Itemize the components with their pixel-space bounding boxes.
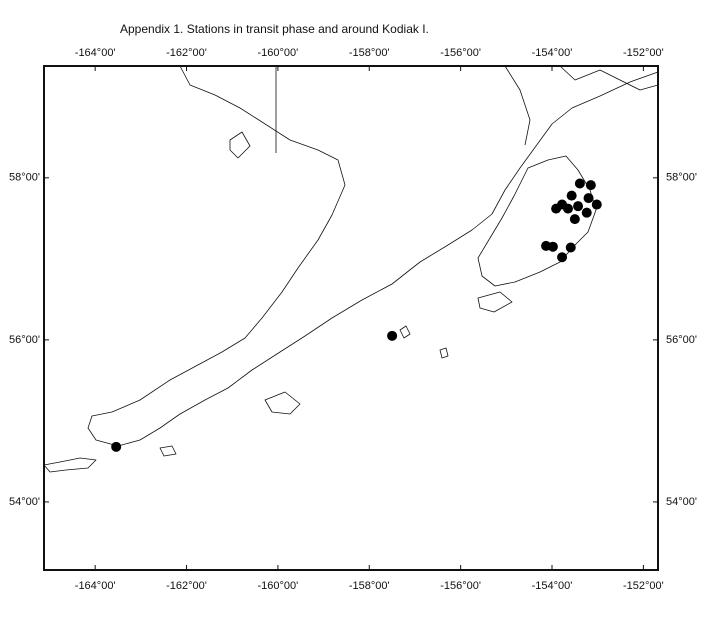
y-tick-label-right: 56°00' (666, 334, 697, 346)
x-tick-label-top: -152°00' (623, 47, 664, 59)
x-tick-label-top: -162°00' (166, 47, 207, 59)
y-tick-label-right: 54°00' (666, 496, 697, 508)
y-tick-label-right: 58°00' (666, 172, 697, 184)
station (591, 199, 602, 210)
station (557, 252, 568, 263)
station (583, 193, 594, 204)
station (566, 190, 577, 201)
x-tick-label-bottom: -158°00' (349, 580, 390, 592)
x-tick-label-top: -158°00' (349, 47, 390, 59)
y-tick-label-left: 54°00' (9, 496, 40, 508)
x-tick-label-top: -156°00' (440, 47, 481, 59)
station (111, 441, 122, 452)
station (387, 330, 398, 341)
station (581, 207, 592, 218)
station (573, 201, 584, 212)
y-tick-label-left: 58°00' (9, 172, 40, 184)
x-tick-label-top: -160°00' (258, 47, 299, 59)
station (574, 178, 585, 189)
x-tick-label-bottom: -152°00' (623, 580, 664, 592)
x-tick-label-top: -154°00' (532, 47, 573, 59)
coastline (43, 65, 659, 473)
y-tick-label-left: 56°00' (9, 334, 40, 346)
station (563, 203, 574, 214)
station (547, 241, 558, 252)
x-tick-label-bottom: -162°00' (166, 580, 207, 592)
station (551, 203, 562, 214)
x-tick-label-bottom: -156°00' (440, 580, 481, 592)
map-frame (43, 65, 659, 571)
x-tick-label-bottom: -160°00' (258, 580, 299, 592)
x-tick-label-top: -164°00' (75, 47, 116, 59)
x-tick-label-bottom: -154°00' (532, 580, 573, 592)
x-tick-label-bottom: -164°00' (75, 580, 116, 592)
station (585, 180, 596, 191)
station (565, 242, 576, 253)
station (569, 214, 580, 225)
map-title: Appendix 1. Stations in transit phase an… (120, 22, 429, 36)
